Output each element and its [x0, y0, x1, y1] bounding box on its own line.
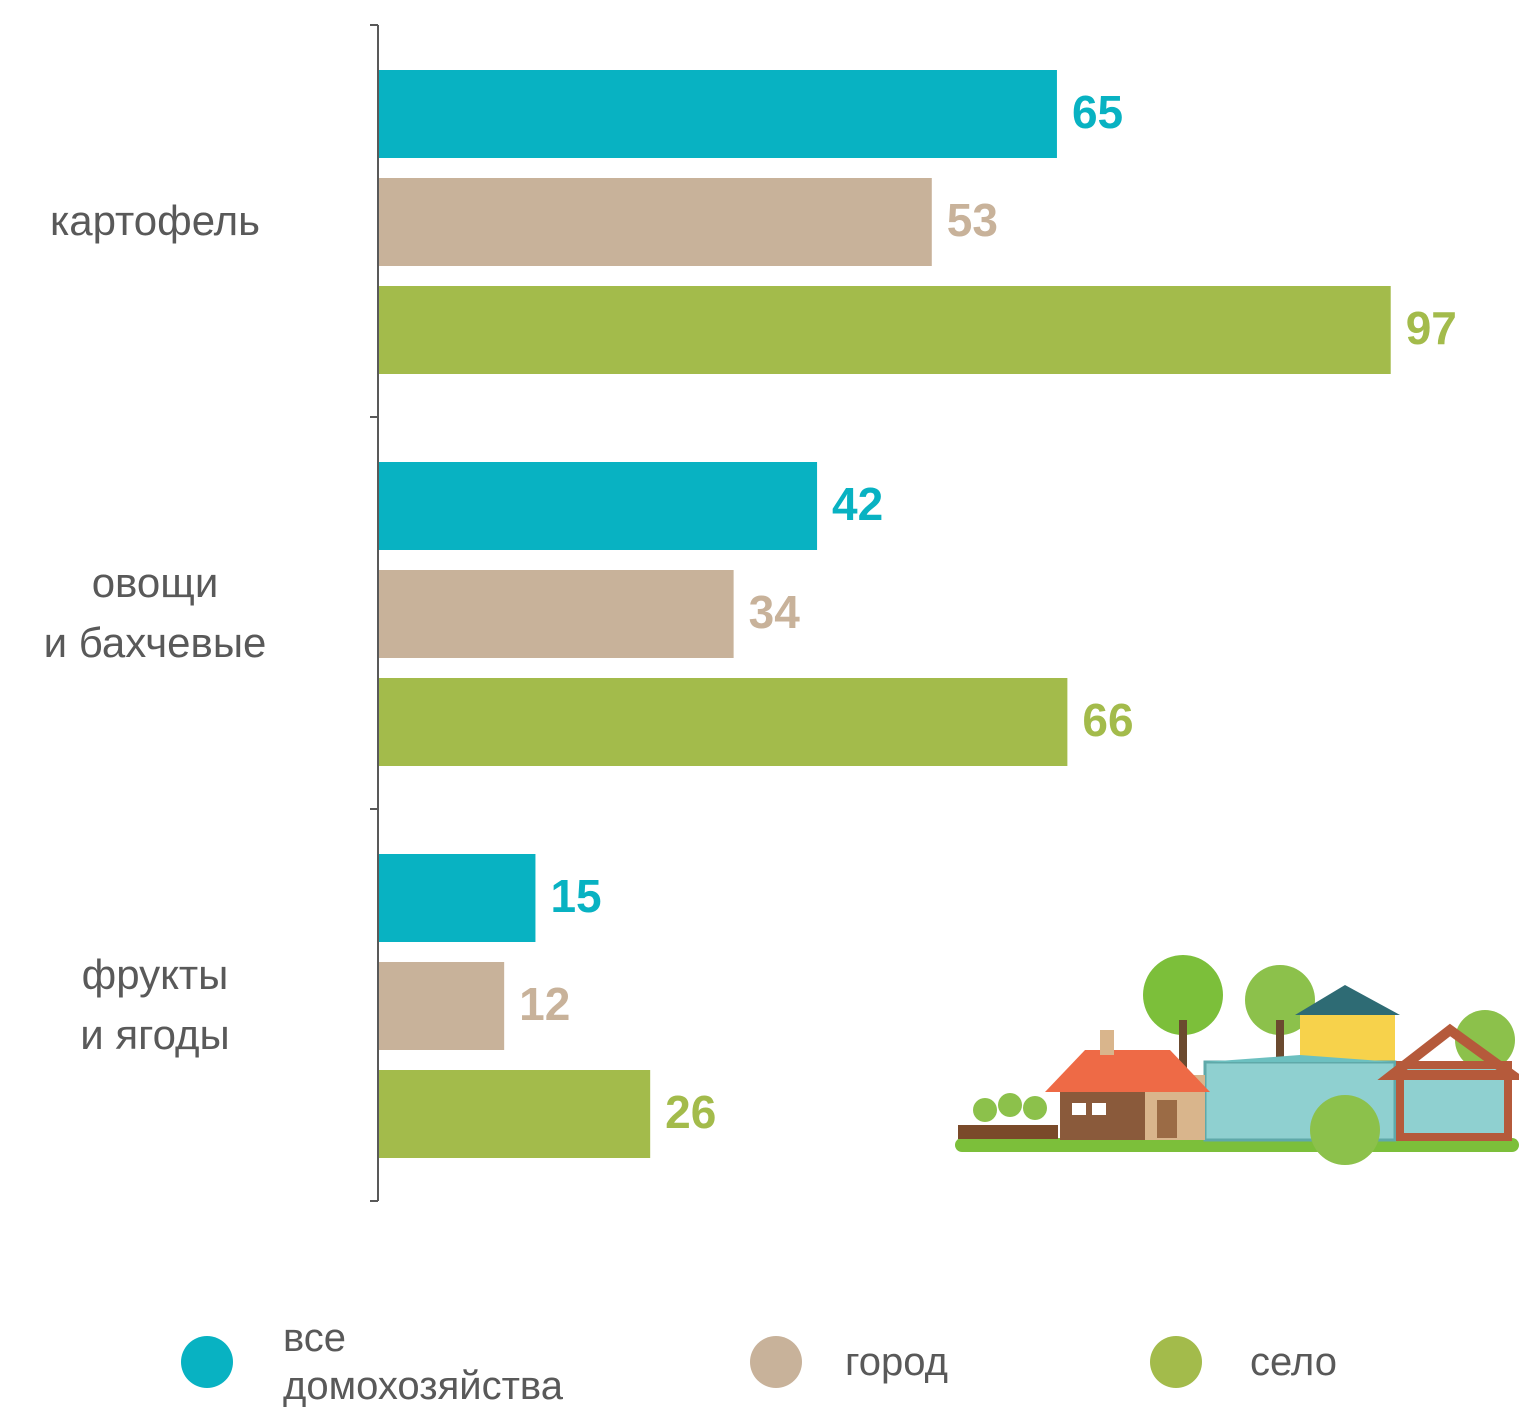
legend-marker: [181, 1336, 233, 1388]
legend-label: город: [845, 1338, 948, 1386]
bar: [379, 854, 535, 942]
value-label: 34: [749, 586, 801, 638]
legend-label: все домохозяйства: [283, 1314, 563, 1410]
legend-label: село: [1250, 1338, 1337, 1386]
legend-marker: [1150, 1336, 1202, 1388]
value-label: 66: [1082, 694, 1133, 746]
value-label: 26: [665, 1086, 716, 1138]
value-label: 12: [519, 978, 570, 1030]
bar: [379, 462, 817, 550]
illustration: [955, 955, 1519, 1165]
value-label: 42: [832, 478, 883, 530]
category-label: овощи и бахчевые: [0, 553, 310, 673]
bar: [379, 1070, 650, 1158]
value-label: 15: [550, 870, 601, 922]
bar: [379, 286, 1391, 374]
bar: [379, 70, 1057, 158]
value-label: 53: [947, 194, 998, 246]
chart: 65 53 97 42 34 66 15 12 26 картофель овощи и бахч…: [0, 0, 1519, 1410]
bar: [379, 962, 504, 1050]
category-label: картофель: [0, 191, 310, 251]
value-label: 97: [1406, 302, 1457, 354]
category-label: фрукты и ягоды: [0, 945, 310, 1065]
value-label: 65: [1072, 86, 1123, 138]
bar: [379, 570, 734, 658]
bar: [379, 178, 932, 266]
legend-marker: [750, 1336, 802, 1388]
bar: [379, 678, 1067, 766]
